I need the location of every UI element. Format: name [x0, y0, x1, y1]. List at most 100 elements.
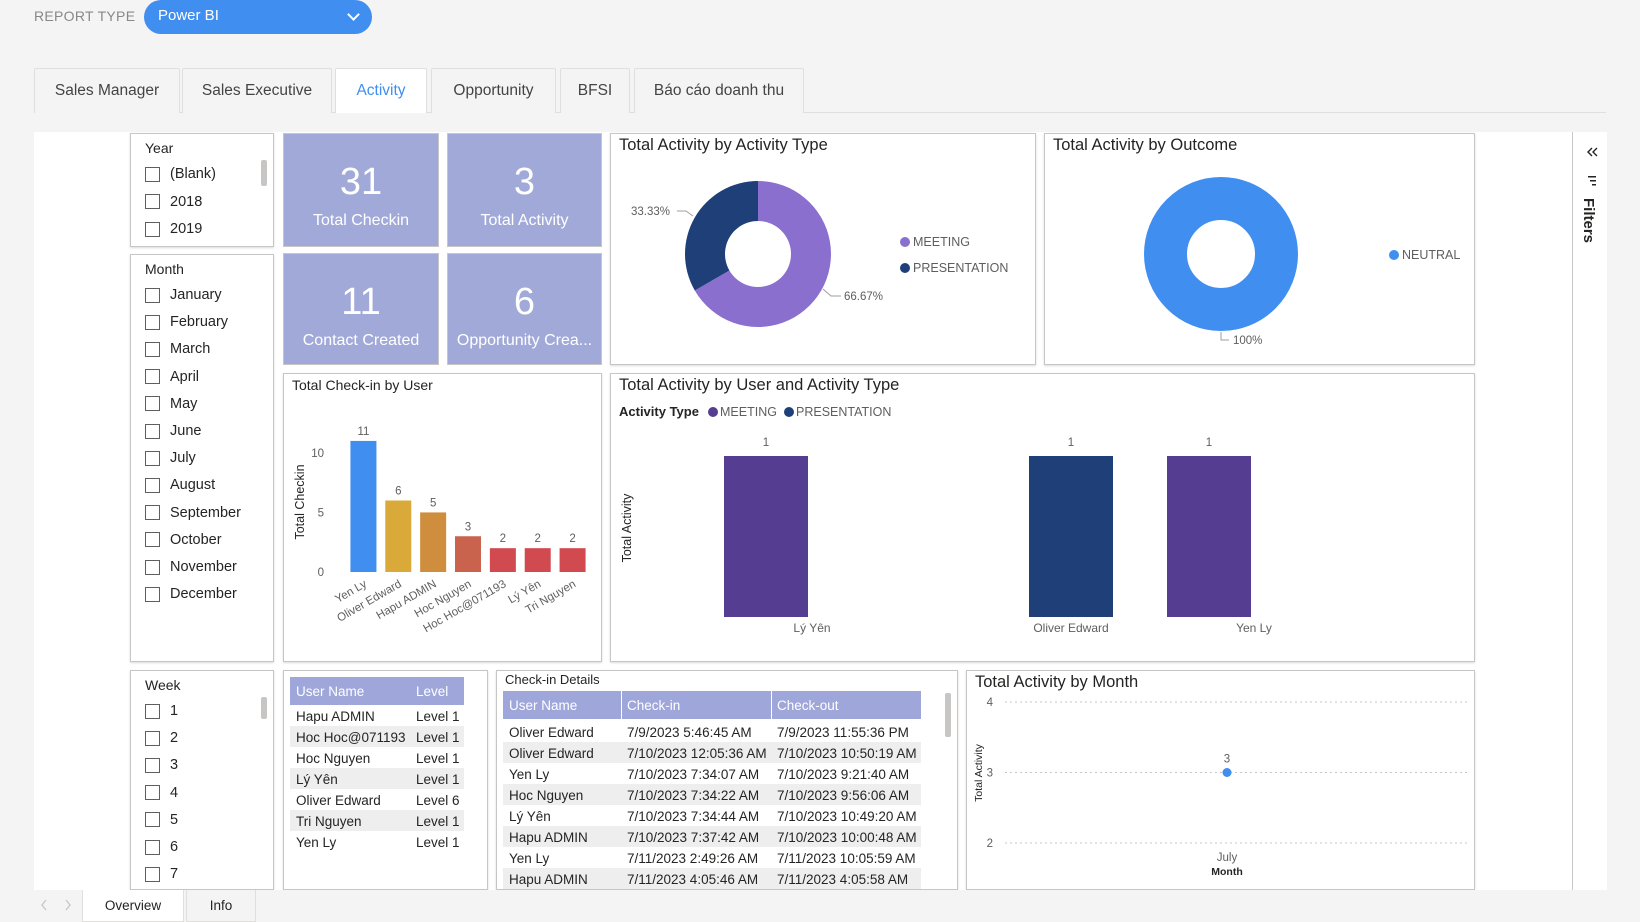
donut-slice-presentation[interactable]: [685, 181, 758, 291]
checkbox[interactable]: [145, 166, 160, 182]
donut-slice-meeting[interactable]: [694, 181, 831, 327]
checkbox[interactable]: [145, 194, 160, 209]
checkbox[interactable]: [145, 532, 160, 548]
bar[interactable]: [350, 440, 377, 572]
slicer-option[interactable]: October: [145, 530, 222, 550]
slicer-option[interactable]: 2018: [145, 192, 202, 212]
legend-item-presentation[interactable]: PRESENTATION: [900, 261, 1008, 275]
checkbox[interactable]: [145, 730, 160, 746]
slicer-option[interactable]: April: [145, 367, 199, 387]
table-row[interactable]: Hoc Hoc@071193 Level 1: [290, 726, 464, 748]
table-row[interactable]: Oliver Edward 7/9/2023 5:46:45 AM 7/9/2023…: [503, 721, 921, 743]
data-point[interactable]: [1222, 768, 1232, 777]
slicer-option[interactable]: 1: [145, 701, 178, 721]
year-slicer-scrollbar[interactable]: [261, 160, 267, 186]
next-page-icon[interactable]: [65, 899, 71, 911]
checkbox[interactable]: [145, 287, 160, 303]
tab-bao-cao-doanh-thu[interactable]: Báo cáo doanh thu: [634, 68, 804, 113]
slicer-option[interactable]: 7: [145, 864, 178, 884]
week-slicer-scrollbar[interactable]: [261, 697, 267, 719]
column-header[interactable]: User Name: [509, 697, 578, 713]
table-row[interactable]: Tri Nguyen Level 1: [290, 810, 464, 832]
slicer-option[interactable]: 6: [145, 837, 178, 857]
column-header[interactable]: Check-in: [627, 697, 681, 713]
legend-item-meeting[interactable]: MEETING: [708, 405, 777, 419]
checkbox[interactable]: [145, 559, 160, 575]
table-row[interactable]: Yen Ly Level 1: [290, 831, 464, 853]
table-row[interactable]: Hoc Nguyen 7/10/2023 7:34:22 AM 7/10/2023 …: [503, 784, 921, 806]
checkbox[interactable]: [145, 812, 160, 828]
bar[interactable]: [1167, 456, 1251, 617]
slicer-option[interactable]: November: [145, 557, 237, 577]
report-type-dropdown[interactable]: Power BI: [144, 0, 372, 34]
table-row[interactable]: Yen Ly 7/11/2023 2:49:26 AM 7/11/2023 10:0…: [503, 847, 921, 869]
tab-sales-executive[interactable]: Sales Executive: [182, 68, 332, 113]
slicer-option[interactable]: January: [145, 285, 222, 305]
checkbox[interactable]: [145, 396, 160, 412]
table-row[interactable]: Lý Yên Level 1: [290, 768, 464, 790]
tab-opportunity[interactable]: Opportunity: [431, 68, 556, 113]
column-header[interactable]: Check-out: [777, 697, 839, 713]
collapse-icon[interactable]: [1587, 147, 1598, 157]
checkbox[interactable]: [145, 450, 160, 466]
slicer-option[interactable]: December: [145, 584, 237, 604]
checkbox[interactable]: [145, 586, 160, 602]
table-row[interactable]: Oliver Edward Level 6: [290, 789, 464, 811]
slicer-option[interactable]: July: [145, 448, 196, 468]
checkbox[interactable]: [145, 341, 160, 357]
prev-page-icon[interactable]: [41, 899, 47, 911]
column-header[interactable]: Level: [416, 683, 449, 699]
slicer-option[interactable]: August: [145, 475, 215, 495]
legend-item-neutral[interactable]: NEUTRAL: [1389, 248, 1460, 262]
table-row[interactable]: Oliver Edward 7/10/2023 12:05:36 AM 7/10/2…: [503, 742, 921, 764]
slicer-option[interactable]: 4: [145, 783, 178, 803]
table-row[interactable]: Hapu ADMIN Level 1: [290, 705, 464, 727]
page-tab-info[interactable]: Info: [186, 890, 256, 922]
slicer-option[interactable]: May: [145, 394, 197, 414]
checkin-table-scrollbar[interactable]: [945, 693, 951, 737]
bar[interactable]: [455, 536, 481, 572]
table-row[interactable]: Yen Ly 7/10/2023 7:34:07 AM 7/10/2023 9:21…: [503, 763, 921, 785]
slicer-option[interactable]: 2: [145, 728, 178, 748]
slicer-option[interactable]: February: [145, 312, 228, 332]
checkbox[interactable]: [145, 369, 160, 385]
slicer-option[interactable]: June: [145, 421, 201, 441]
slicer-option[interactable]: 2019: [145, 219, 202, 239]
checkbox[interactable]: [145, 703, 160, 719]
slicer-option-label: 3: [170, 757, 179, 774]
legend-item-presentation[interactable]: PRESENTATION: [784, 405, 891, 419]
checkbox[interactable]: [145, 785, 160, 801]
slicer-option[interactable]: 5: [145, 810, 178, 830]
legend-item-meeting[interactable]: MEETING: [900, 235, 970, 249]
checkbox[interactable]: [145, 477, 160, 493]
checkbox[interactable]: [145, 839, 160, 855]
checkbox[interactable]: [145, 221, 160, 237]
tab-bfsi[interactable]: BFSI: [560, 68, 630, 113]
bar[interactable]: [524, 548, 551, 572]
slicer-option[interactable]: (Blank): [145, 164, 216, 184]
table-row[interactable]: Hapu ADMIN 7/10/2023 7:37:42 AM 7/10/2023 …: [503, 826, 921, 848]
donut-slice-neutral[interactable]: [1144, 177, 1298, 331]
filters-pane[interactable]: Filters: [1572, 132, 1606, 890]
tab-sales-manager[interactable]: Sales Manager: [34, 68, 180, 113]
bar[interactable]: [1029, 456, 1113, 617]
slicer-option[interactable]: March: [145, 339, 210, 359]
slicer-option[interactable]: 3: [145, 755, 178, 775]
page-tab-overview[interactable]: Overview: [82, 890, 184, 922]
tab-activity[interactable]: Activity: [335, 68, 427, 113]
slicer-option[interactable]: September: [145, 503, 241, 523]
bar[interactable]: [559, 548, 586, 572]
checkbox[interactable]: [145, 866, 160, 882]
column-header[interactable]: User Name: [296, 683, 365, 699]
checkbox[interactable]: [145, 757, 160, 773]
bar[interactable]: [385, 500, 412, 573]
checkbox[interactable]: [145, 423, 160, 439]
table-row[interactable]: Lý Yên 7/10/2023 7:34:44 AM 7/10/2023 10:4…: [503, 805, 921, 827]
checkbox[interactable]: [145, 314, 160, 330]
bar[interactable]: [724, 456, 808, 617]
table-row[interactable]: Hapu ADMIN 7/11/2023 4:05:46 AM 7/11/2023 …: [503, 868, 921, 889]
bar[interactable]: [420, 512, 447, 572]
checkbox[interactable]: [145, 505, 160, 521]
bar[interactable]: [489, 548, 516, 572]
table-row[interactable]: Hoc Nguyen Level 1: [290, 747, 464, 769]
